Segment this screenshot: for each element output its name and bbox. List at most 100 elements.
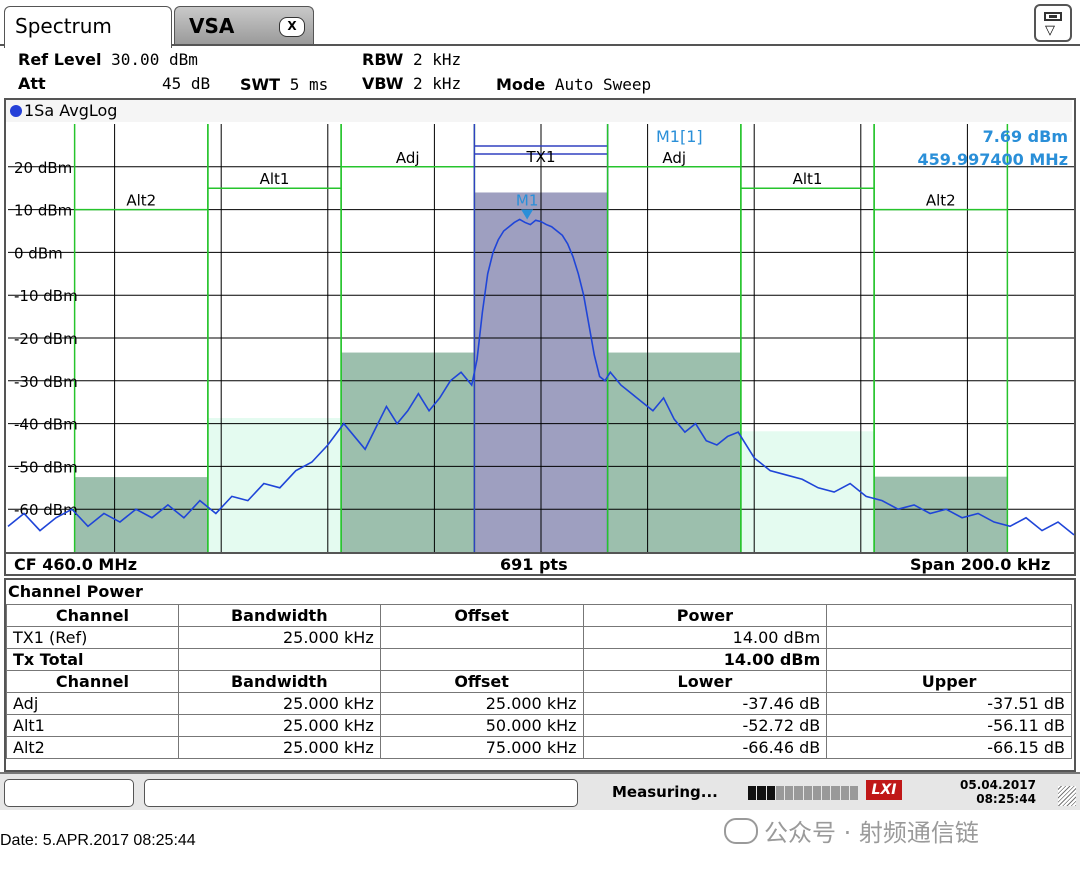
cell: -37.46 dB	[582, 692, 828, 715]
cell: Adj	[6, 692, 179, 715]
cell: Alt2	[6, 736, 179, 759]
channel-bar-adj	[607, 352, 741, 552]
table-row: TX1 (Ref) 25.000 kHz 14.00 dBm	[6, 626, 1072, 649]
ref-level-setting: Ref Level 30.00 dBm	[18, 50, 198, 69]
col-header: Lower	[582, 670, 828, 693]
table-row: Tx Total 14.00 dBm	[6, 648, 1072, 671]
status-date: 05.04.2017	[960, 778, 1036, 792]
tab-spectrum-label: Spectrum	[15, 14, 112, 38]
tab-divider	[0, 44, 1080, 46]
status-field-2[interactable]	[144, 779, 578, 807]
col-header: Bandwidth	[177, 604, 381, 627]
cell: 14.00 dBm	[582, 626, 828, 649]
progress-segment	[803, 786, 812, 800]
table-title: Channel Power	[8, 582, 143, 601]
y-tick-label: -60 dBm	[14, 501, 78, 519]
channel-label: Alt2	[926, 192, 956, 210]
channel-label: Adj	[662, 149, 686, 167]
vbw-setting: VBW 2 kHz	[362, 74, 462, 93]
cell: -52.72 dB	[582, 714, 828, 737]
progress-segment	[794, 786, 803, 800]
cell: 75.000 kHz	[379, 736, 584, 759]
progress-segment	[757, 786, 766, 800]
cell	[826, 648, 1072, 671]
col-header: Power	[582, 604, 828, 627]
cell: 25.000 kHz	[177, 692, 381, 715]
tab-bar: Spectrum VSA X	[0, 0, 1080, 48]
marker-triangle-icon	[521, 209, 534, 220]
capture-date: Date: 5.APR.2017 08:25:44	[0, 832, 196, 849]
screen-icon	[1044, 12, 1062, 21]
table-header-row: Channel Bandwidth Offset Power	[6, 604, 1072, 627]
col-header: Channel	[6, 670, 179, 693]
y-tick-label: 10 dBm	[14, 202, 72, 220]
tab-spectrum[interactable]: Spectrum	[4, 6, 172, 48]
sweep-progress-bar	[748, 786, 858, 800]
y-tick-label: -50 dBm	[14, 458, 78, 476]
center-frequency: CF 460.0 MHz	[14, 555, 138, 574]
tab-vsa-label: VSA	[189, 14, 235, 38]
cell: -37.51 dB	[826, 692, 1072, 715]
swt-setting: SWT 5 ms	[240, 75, 329, 94]
status-field-1[interactable]	[4, 779, 134, 807]
spectrum-plot[interactable]: Alt2 Alt1 Adj TX1 Adj Alt1 Alt2 20 dBm 10 dBm 0 …	[0, 0, 1080, 580]
marker-readout-label: M1[1]	[656, 127, 703, 146]
channel-bar-alt1	[740, 431, 875, 552]
progress-segment	[775, 786, 784, 800]
att-value: 45 dB	[162, 74, 211, 93]
cell: 25.000 kHz	[177, 714, 381, 737]
channel-label: Adj	[396, 149, 420, 167]
col-header: Offset	[379, 604, 584, 627]
cell: 50.000 kHz	[379, 714, 584, 737]
status-datetime: 05.04.2017 08:25:44	[960, 778, 1036, 806]
channel-power-table: Channel Bandwidth Offset Power TX1 (Ref)…	[6, 604, 1072, 759]
trace-dot-icon	[10, 105, 22, 117]
progress-segment	[822, 786, 831, 800]
channel-bar-alt2	[874, 476, 1008, 552]
cell: -66.15 dB	[826, 736, 1072, 759]
cell: 14.00 dBm	[582, 648, 828, 671]
col-header: Channel	[6, 604, 179, 627]
trace-label: 1Sa AvgLog	[24, 101, 118, 120]
y-tick-label: -30 dBm	[14, 373, 78, 391]
cell: 25.000 kHz	[379, 692, 584, 715]
progress-segment	[840, 786, 849, 800]
channel-label: Alt2	[126, 192, 156, 210]
progress-segment	[831, 786, 840, 800]
channel-bar-alt1	[207, 418, 342, 552]
table-row: Alt2 25.000 kHz 75.000 kHz -66.46 dB -66…	[6, 736, 1072, 759]
cell	[826, 626, 1072, 649]
resize-grip-icon[interactable]	[1058, 786, 1076, 806]
close-icon[interactable]: X	[279, 17, 305, 37]
progress-segment	[766, 786, 775, 800]
table-row: Adj 25.000 kHz 25.000 kHz -37.46 dB -37.…	[6, 692, 1072, 715]
cell	[177, 648, 381, 671]
cell: -66.46 dB	[582, 736, 828, 759]
cell: Alt1	[6, 714, 179, 737]
progress-segment	[812, 786, 821, 800]
spectrum-trace	[7, 218, 1075, 536]
y-tick-label: 20 dBm	[14, 159, 72, 177]
ref-level-value: 30.00 dBm	[111, 50, 198, 69]
y-tick-label: -40 dBm	[14, 416, 78, 434]
col-header	[826, 604, 1072, 627]
marker-label: M1	[516, 191, 539, 209]
att-label: Att	[18, 74, 46, 93]
trace-header: 1Sa AvgLog	[6, 100, 1072, 122]
cell: Tx Total	[6, 648, 179, 671]
channel-label: TX1	[526, 148, 556, 166]
sweep-points: 691 pts	[500, 555, 568, 574]
watermark-text: 公众号 · 射频通信链	[764, 819, 979, 847]
channel-bar-adj	[341, 352, 475, 552]
col-header: Bandwidth	[177, 670, 381, 693]
channel-label: Alt1	[793, 170, 823, 188]
col-header: Offset	[379, 670, 584, 693]
screen-menu-button[interactable]: ▽	[1034, 4, 1072, 42]
lxi-logo: LXI	[866, 780, 902, 800]
y-tick-label: 0 dBm	[14, 244, 63, 262]
cell: 25.000 kHz	[177, 626, 381, 649]
progress-segment	[785, 786, 794, 800]
tab-vsa[interactable]: VSA X	[174, 6, 314, 44]
channel-bar-alt2	[74, 477, 208, 552]
table-row: Alt1 25.000 kHz 50.000 kHz -52.72 dB -56…	[6, 714, 1072, 737]
